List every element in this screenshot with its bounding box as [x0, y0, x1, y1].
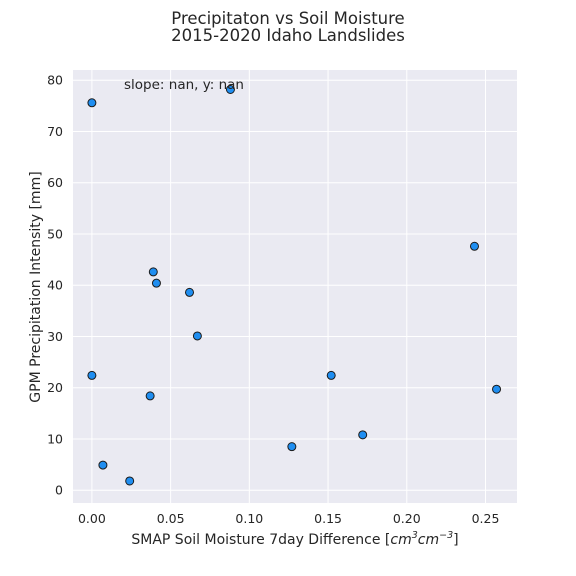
x-axis-label-suffix: ] [453, 532, 458, 548]
y-tick-label: 70 [47, 124, 63, 139]
data-point [151, 278, 161, 288]
x-tick-label: 0.05 [157, 511, 185, 526]
y-tick-label: 50 [47, 226, 63, 241]
y-tick-label: 30 [47, 329, 63, 344]
data-point [492, 384, 502, 394]
x-axis-label-unit-1: cm [390, 532, 411, 548]
data-point [87, 370, 97, 380]
y-tick-label: 40 [47, 278, 63, 293]
data-point [192, 331, 202, 341]
y-tick-label: 20 [47, 380, 63, 395]
y-tick-label: 10 [47, 431, 63, 446]
fit-annotation: slope: nan, y: nan [124, 77, 244, 93]
data-point [185, 287, 195, 297]
x-tick-labels: 0.00 0.05 0.10 0.15 0.20 0.25 [78, 511, 499, 526]
y-tick-labels: 0 10 20 30 40 50 60 70 80 [47, 73, 63, 498]
x-tick-label: 0.10 [235, 511, 263, 526]
data-point [98, 460, 108, 470]
y-tick-label: 80 [47, 73, 63, 88]
x-axis-label-exp-1: 3 [412, 530, 418, 541]
data-point [326, 370, 336, 380]
x-tick-label: 0.25 [472, 511, 500, 526]
data-point [87, 98, 97, 108]
plot-area [73, 70, 517, 503]
data-point [287, 442, 297, 452]
data-point [358, 430, 368, 440]
y-tick-label: 60 [47, 175, 63, 190]
chart-subtitle: 2015-2020 Idaho Landslides [171, 26, 405, 45]
chart-title: Precipitaton vs Soil Moisture [171, 9, 404, 28]
y-tick-label: 0 [55, 483, 63, 498]
data-point [145, 391, 155, 401]
x-axis-label: SMAP Soil Moisture 7day Difference [cm3c… [131, 530, 458, 548]
x-axis-label-unit-2: cm [418, 532, 439, 548]
x-tick-label: 0.15 [314, 511, 342, 526]
x-tick-label: 0.20 [393, 511, 421, 526]
data-points [87, 84, 502, 486]
y-axis-label: GPM Precipitation Intensity [mm] [28, 171, 44, 402]
x-tick-label: 0.00 [78, 511, 106, 526]
grid-lines [73, 70, 517, 503]
x-axis-label-exp-2: −3 [439, 530, 453, 541]
x-axis-label-prefix: SMAP Soil Moisture 7day Difference [ [131, 532, 390, 548]
data-point [225, 84, 235, 94]
data-point [469, 241, 479, 251]
data-point [125, 476, 135, 486]
data-point [148, 267, 158, 277]
